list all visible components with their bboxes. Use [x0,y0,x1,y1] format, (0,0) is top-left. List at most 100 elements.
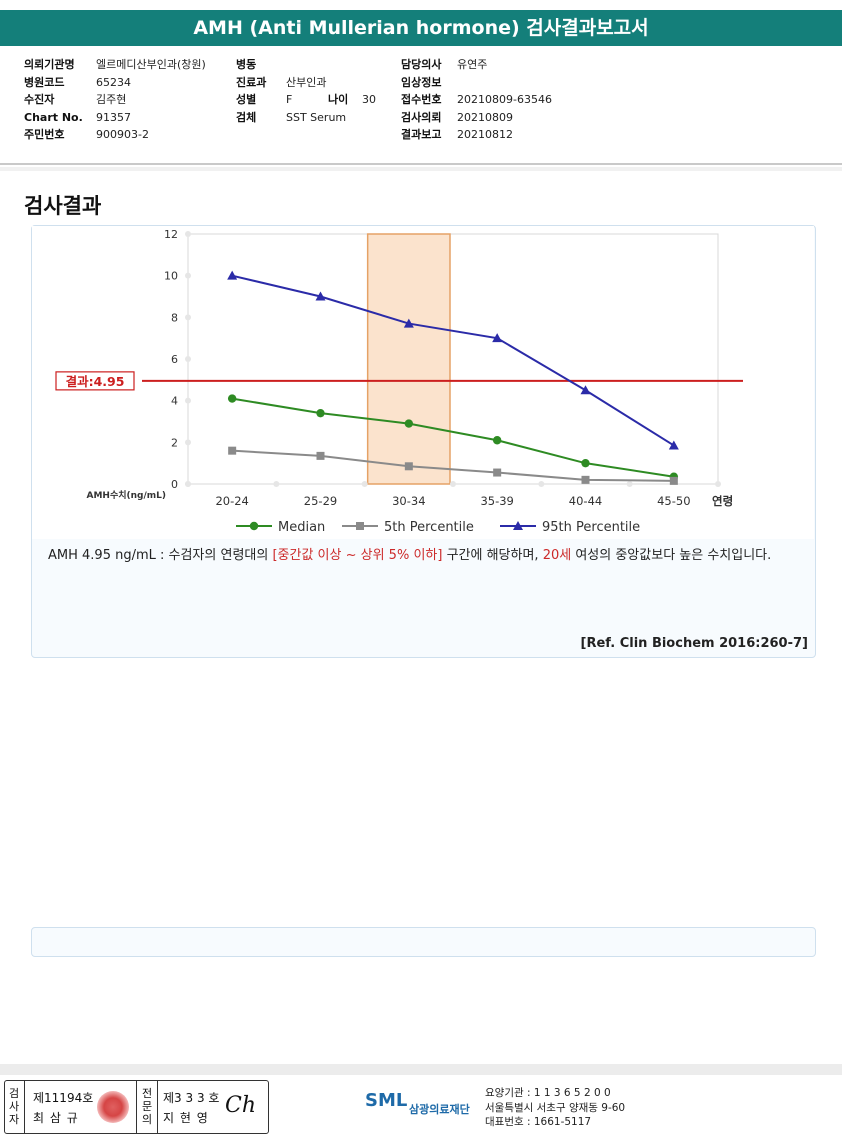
doctor-no: 제3 3 3 호 [163,1091,220,1105]
info-row: 진료과 산부인과 [236,74,376,92]
info-column-3: 담당의사 유연주 임상정보 접수번호 20210809-63546 검사의뢰 2021… [401,56,552,144]
x-tick-mark [361,481,368,487]
y-tick-label: 8 [171,311,178,324]
address-block: 요양기관 : 1 1 3 6 5 2 0 0 서울특별시 서초구 양재동 9-6… [485,1086,625,1130]
data-point [581,475,590,484]
data-point [404,462,413,471]
info-label: 담당의사 [401,58,442,71]
info-row: 담당의사 유연주 [401,56,552,74]
examiner-no: 제11194호 [33,1091,94,1105]
signature: Ch [225,1093,257,1118]
info-label: 수진자 [24,93,55,106]
info-label: 성별 [236,93,257,106]
y-tick-mark [185,397,191,404]
y-tick-mark [185,231,191,237]
address-line: 요양기관 : 1 1 3 6 5 2 0 0 [485,1087,611,1099]
address-line: 대표번호 : 1661-5117 [485,1116,592,1128]
info-value: SST Serum [286,110,347,124]
info-value: 91357 [96,110,131,124]
info-label: 진료과 [236,75,267,89]
info-column-2: 병동 진료과 산부인과 성별 F 나이 30 검체 SST Serum [236,56,376,126]
desc-prefix: AMH 4.95 ng/mL : 수검자의 연령대의 [48,548,273,563]
info-value: 산부인과 [286,75,327,89]
reference: [Ref. Clin Biochem 2016:260-7] [580,636,808,651]
info-label: 의뢰기관명 [24,58,75,71]
x-tick-mark [450,481,456,487]
info-value: 엘르메디산부인과(창원) [96,58,206,71]
info-label: 병원코드 [24,75,65,89]
x-tick-label: 35-39 [480,494,513,508]
x-tick-label: 25-29 [304,494,337,508]
highlight-band [366,233,451,485]
y-axis-label: AMH수치(ng/mL) [87,489,167,501]
x-tick-label: 40-44 [569,494,602,508]
desc-range: [중간값 이상 ~ 상위 5% 이하] [272,548,443,563]
data-point [316,408,325,418]
x-tick-label: 45-50 [657,494,690,508]
plot-frame [187,233,719,485]
info-row: 주민번호 900903-2 [24,126,206,144]
info-label: 접수번호 [401,93,442,106]
info-label: 병동 [236,58,257,71]
x-tick-label: 30-34 [392,494,425,508]
sml-logo: SML [365,1090,408,1111]
y-tick-label: 2 [171,436,178,449]
series-line [232,449,674,482]
data-point [403,318,414,328]
divider [24,1081,25,1133]
data-point [669,476,678,485]
data-point [493,468,502,477]
info-value: 20210809-63546 [457,93,552,106]
x-tick-mark [538,481,545,487]
info-label: 임상정보 [401,75,442,89]
data-point [315,291,326,301]
y-tick-mark [185,356,191,362]
data-point [316,451,325,460]
info-row: 병동 [236,56,376,74]
divider [136,1081,137,1133]
info-value: 20210809 [457,110,513,124]
doctor-name: 지 현 영 [163,1111,209,1125]
legend-label: 5th Percentile [384,520,474,535]
data-point [227,270,238,280]
x-tick-mark [185,481,191,487]
info-row: 병원코드 65234 [24,74,206,92]
org-name: 삼광의료재단 [409,1103,470,1116]
legend-marker [513,521,523,530]
info-row: 검체 SST Serum [236,109,376,127]
chart-area: 0 2 4 6 8 10 12 20-24 25-29 30-34 35-39 40-44 45-50 연… [32,226,814,539]
x-tick-label: 20-24 [215,494,248,508]
series-line [232,397,674,478]
result-label: 결과:4.95 [66,374,125,389]
y-tick-mark [185,314,191,321]
info-value: 유연주 [457,58,488,71]
info-row: 임상정보 [401,74,552,92]
info-label: Chart No. [24,110,83,124]
y-tick-label: 12 [164,228,178,241]
info-row: 검사의뢰 20210809 [401,109,552,127]
result-label-box [55,371,135,391]
examiner-label: 검사자 [8,1087,20,1126]
info-value: F [286,93,293,106]
info-label: 검체 [236,110,257,124]
divider [157,1081,158,1133]
desc-middle: 구간에 해당하며, [442,548,543,563]
y-tick-mark [185,439,191,446]
section-title: 검사결과 [24,194,102,218]
info-row: 접수번호 20210809-63546 [401,91,552,109]
y-tick-label: 4 [171,395,178,408]
divider [0,167,842,171]
data-point [580,385,591,395]
info-row: 성별 F 나이 30 [236,91,376,109]
data-point [404,419,414,428]
divider [0,163,842,165]
info-value: 65234 [96,75,131,89]
comment-box [31,927,816,957]
signature-box: 검사자 제11194호 최 삼 규 전문의 제3 3 3 호 지 현 영 Ch [4,1080,269,1134]
y-tick-label: 0 [171,478,178,491]
info-value: 20210812 [457,128,513,141]
result-description: AMH 4.95 ng/mL : 수검자의 연령대의 [중간값 이상 ~ 상위 … [48,545,818,566]
y-tick-label: 6 [171,353,178,366]
y-tick-label: 10 [164,270,178,283]
examiner-name: 최 삼 규 [33,1111,79,1125]
